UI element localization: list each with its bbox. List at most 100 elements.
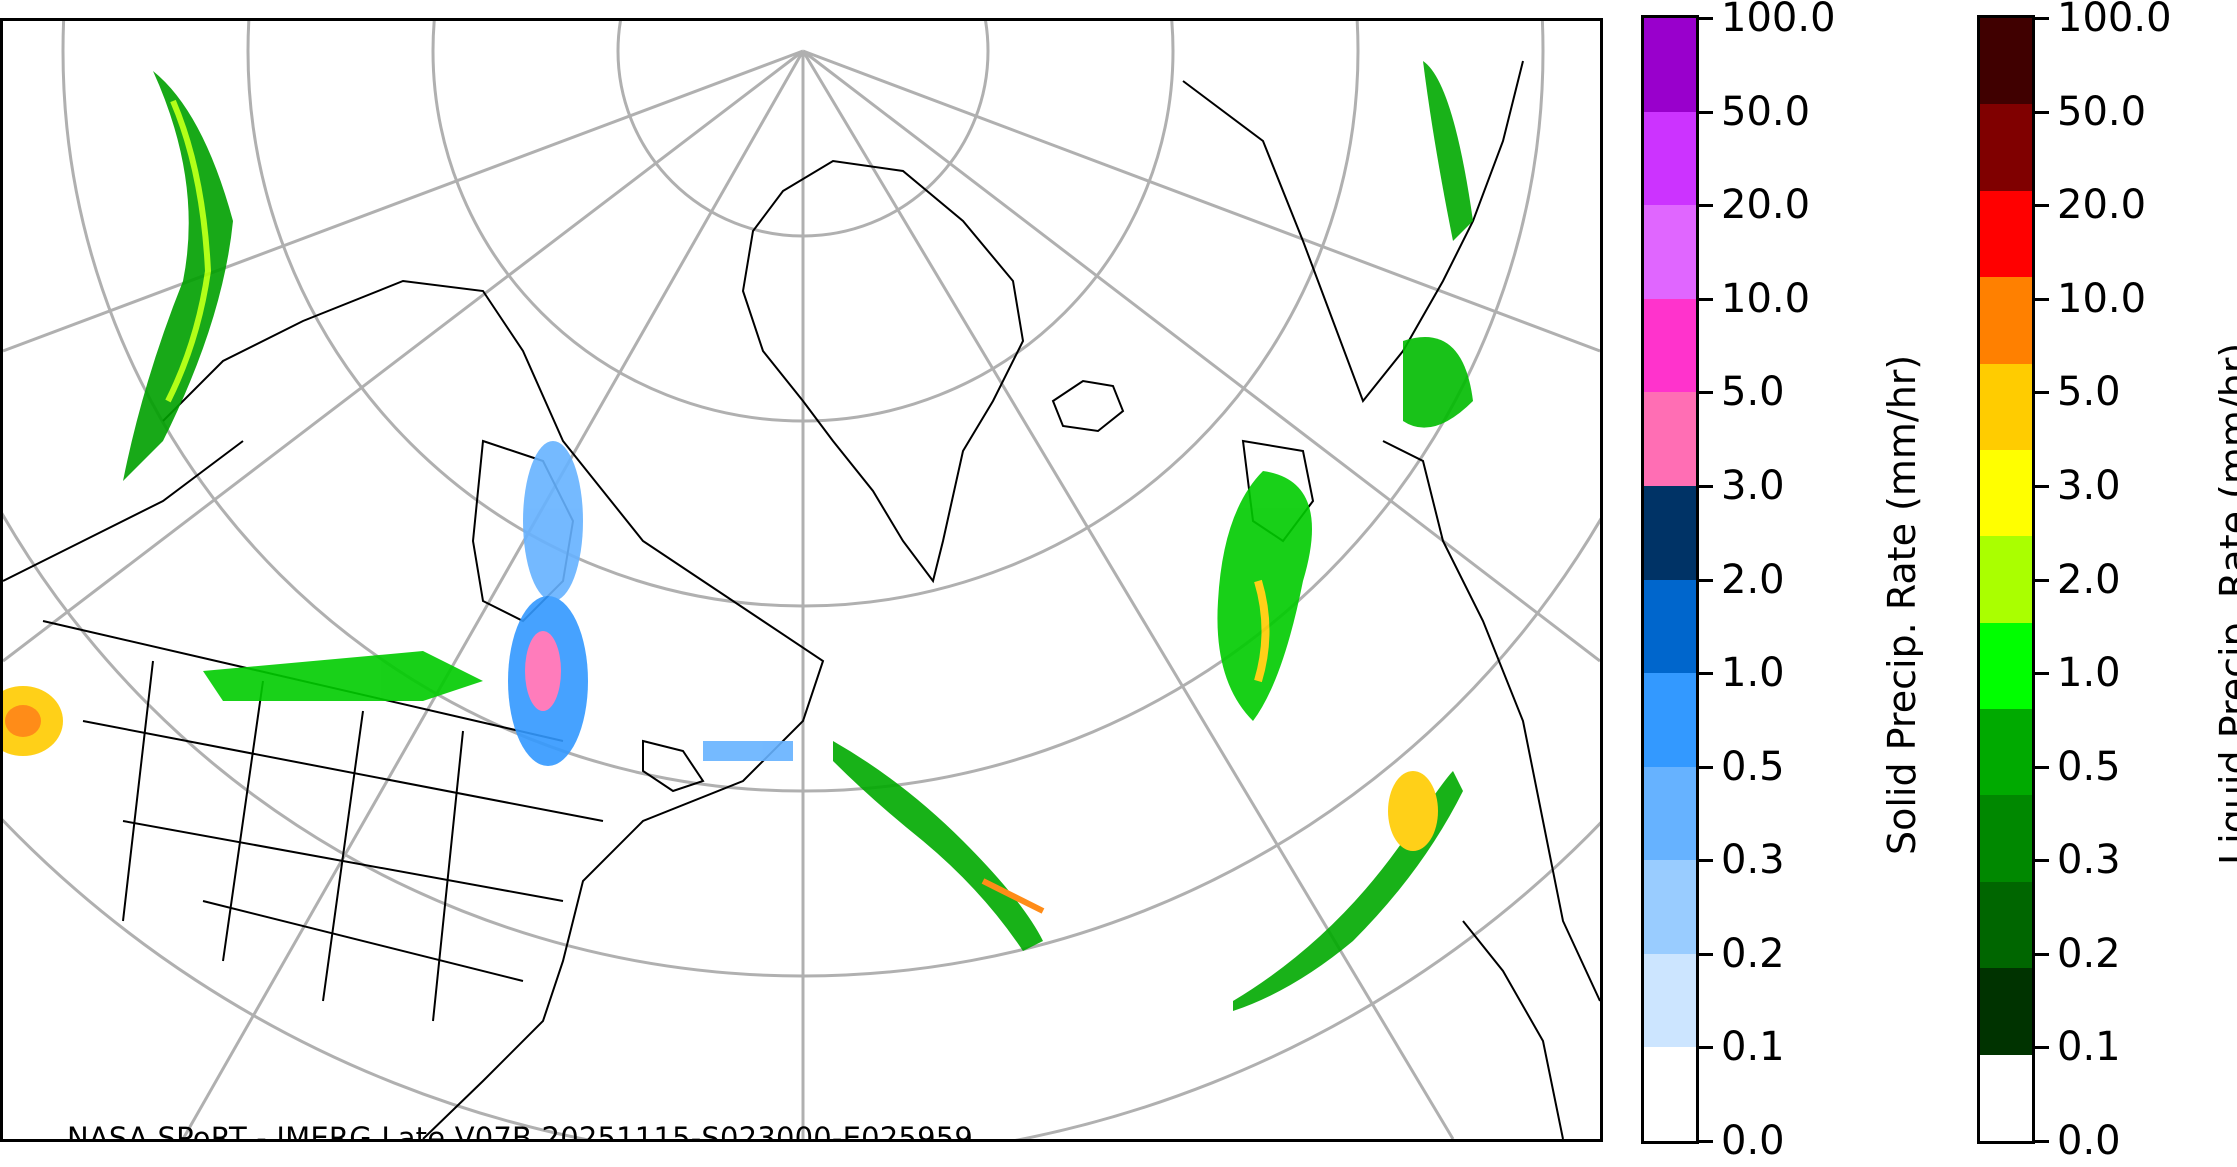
colorbar-tick-label: 20.0 [1721, 182, 1811, 229]
solid-colorbar [1641, 15, 1699, 1144]
colorbar-tick-label: 0.3 [2057, 837, 2121, 884]
colorbar-tick-label: 0.1 [2057, 1024, 2121, 1071]
north-america-coast-west [3, 440, 244, 582]
colorbar-tick-mark [1699, 391, 1713, 395]
graticule [3, 21, 1600, 1139]
colorbar-tick-mark [1699, 1046, 1713, 1050]
colorbar-tick-mark [1699, 578, 1713, 582]
colorbar-tick-mark [2035, 1140, 2049, 1143]
precip-pacific-nw [123, 71, 233, 481]
colorbar-tick-mark [1699, 765, 1713, 769]
europe-coast [1382, 440, 1600, 1002]
precip-west-blob-core [5, 705, 41, 737]
colorbar-tick-mark [2035, 110, 2049, 114]
colorbar-tick-label: 50.0 [2057, 88, 2147, 135]
colorbar-tick-label: 0.0 [2057, 1118, 2121, 1164]
colorbar-tick-label: 3.0 [2057, 462, 2121, 509]
meridian [801, 50, 1455, 1139]
colorbar-segment [1980, 881, 2032, 969]
colorbar-tick-label: 20.0 [2057, 182, 2147, 229]
colorbar-tick-mark [2035, 391, 2049, 395]
colorbar-segment [1980, 968, 2032, 1055]
colorbar-tick-label: 0.2 [2057, 930, 2121, 977]
snow-core [525, 631, 561, 711]
precip-subtropical-core [1388, 771, 1438, 851]
precip-north-atlantic-core [1254, 579, 1270, 683]
precip-atlantic-core [981, 878, 1045, 914]
colorbar-tick-mark [1699, 17, 1713, 20]
colorbar-segment [1980, 104, 2032, 191]
iceland-outline [1051, 379, 1125, 433]
colorbar-segment [1980, 795, 2032, 882]
colorbar-segment [1644, 766, 1696, 861]
colorbar-segment [1644, 860, 1696, 954]
colorbar-tick-mark [2035, 17, 2049, 20]
colorbar-tick-mark [2035, 672, 2049, 676]
colorbar-tick-label: 0.2 [1721, 930, 1785, 977]
colorbar-tick-mark [1699, 672, 1713, 676]
colorbar-tick-label: 10.0 [1721, 275, 1811, 322]
colorbar-tick-mark [2035, 204, 2049, 208]
precip-scandinavia [1423, 61, 1473, 241]
colorbar-segment [1980, 536, 2032, 623]
colorbar-tick-label: 3.0 [1721, 462, 1785, 509]
precip-prairie-band [203, 651, 483, 701]
colorbar-tick-label: 0.1 [1721, 1024, 1785, 1071]
colorbar-segment [1980, 190, 2032, 278]
colorbar-segment [1644, 953, 1696, 1048]
colorbar-tick-label: 2.0 [1721, 556, 1785, 603]
greenland-outline [741, 159, 1025, 584]
colorbar-tick-label: 0.5 [2057, 743, 2121, 790]
colorbar-segment [1980, 1054, 2032, 1141]
colorbar-tick-label: 0.3 [1721, 837, 1785, 884]
north-america-coast [162, 279, 825, 1139]
colorbar-segment [1980, 622, 2032, 710]
meridian [3, 49, 804, 353]
colorbar-tick-mark [2035, 765, 2049, 769]
colorbar-segment [1644, 111, 1696, 206]
colorbar-segment [1644, 485, 1696, 580]
meridian [181, 50, 805, 1139]
colorbar-tick-mark [2035, 578, 2049, 582]
colorbar-tick-label: 5.0 [2057, 369, 2121, 416]
snow-band-north [523, 441, 583, 601]
meridian [802, 49, 1600, 353]
scandinavia-coast [1182, 60, 1524, 403]
colorbar-tick-mark [2035, 859, 2049, 863]
colorbar-tick-mark [2035, 1046, 2049, 1050]
colorbar-tick-mark [1699, 484, 1713, 488]
colorbar-tick-label: 100.0 [2057, 0, 2172, 41]
map-canvas [3, 21, 1600, 1139]
colorbar-tick-mark [1699, 204, 1713, 208]
colorbar-segment [1644, 205, 1696, 299]
colorbar-tick-label: 10.0 [2057, 275, 2147, 322]
liquid-colorbar-label: Liquid Precip. Rate (mm/hr) [2212, 342, 2237, 865]
colorbar-tick-mark [1699, 1140, 1713, 1143]
great-lakes-outline [642, 739, 705, 793]
colorbar-segment [1644, 298, 1696, 393]
colorbar-segment [1980, 18, 2032, 105]
colorbar-tick-mark [2035, 952, 2049, 956]
map-panel: NASA SPoRT - IMERG Late V07B 20251115-S0… [0, 18, 1603, 1142]
liquid-colorbar [1977, 15, 2035, 1144]
colorbar-segment [1980, 277, 2032, 364]
precip-europe [1403, 337, 1473, 428]
colorbar-segment [1644, 392, 1696, 486]
colorbar-tick-label: 50.0 [1721, 88, 1811, 135]
colorbar-tick-mark [2035, 297, 2049, 301]
precip-atlantic-front [833, 741, 1043, 951]
colorbar-tick-label: 2.0 [2057, 556, 2121, 603]
colorbar-segment [1980, 449, 2032, 537]
precip-pacific-nw-core [165, 99, 212, 403]
africa-coast [1462, 920, 1564, 1139]
colorbar-tick-label: 100.0 [1721, 0, 1836, 41]
colorbar-tick-mark [1699, 297, 1713, 301]
meridian [802, 49, 1600, 663]
state-borders [122, 660, 464, 1022]
colorbar-tick-label: 1.0 [1721, 650, 1785, 697]
solid-colorbar-label: Solid Precip. Rate (mm/hr) [1880, 354, 1924, 855]
meridian [3, 49, 804, 663]
colorbar-tick-mark [2035, 484, 2049, 488]
colorbar-tick-label: 1.0 [2057, 650, 2121, 697]
